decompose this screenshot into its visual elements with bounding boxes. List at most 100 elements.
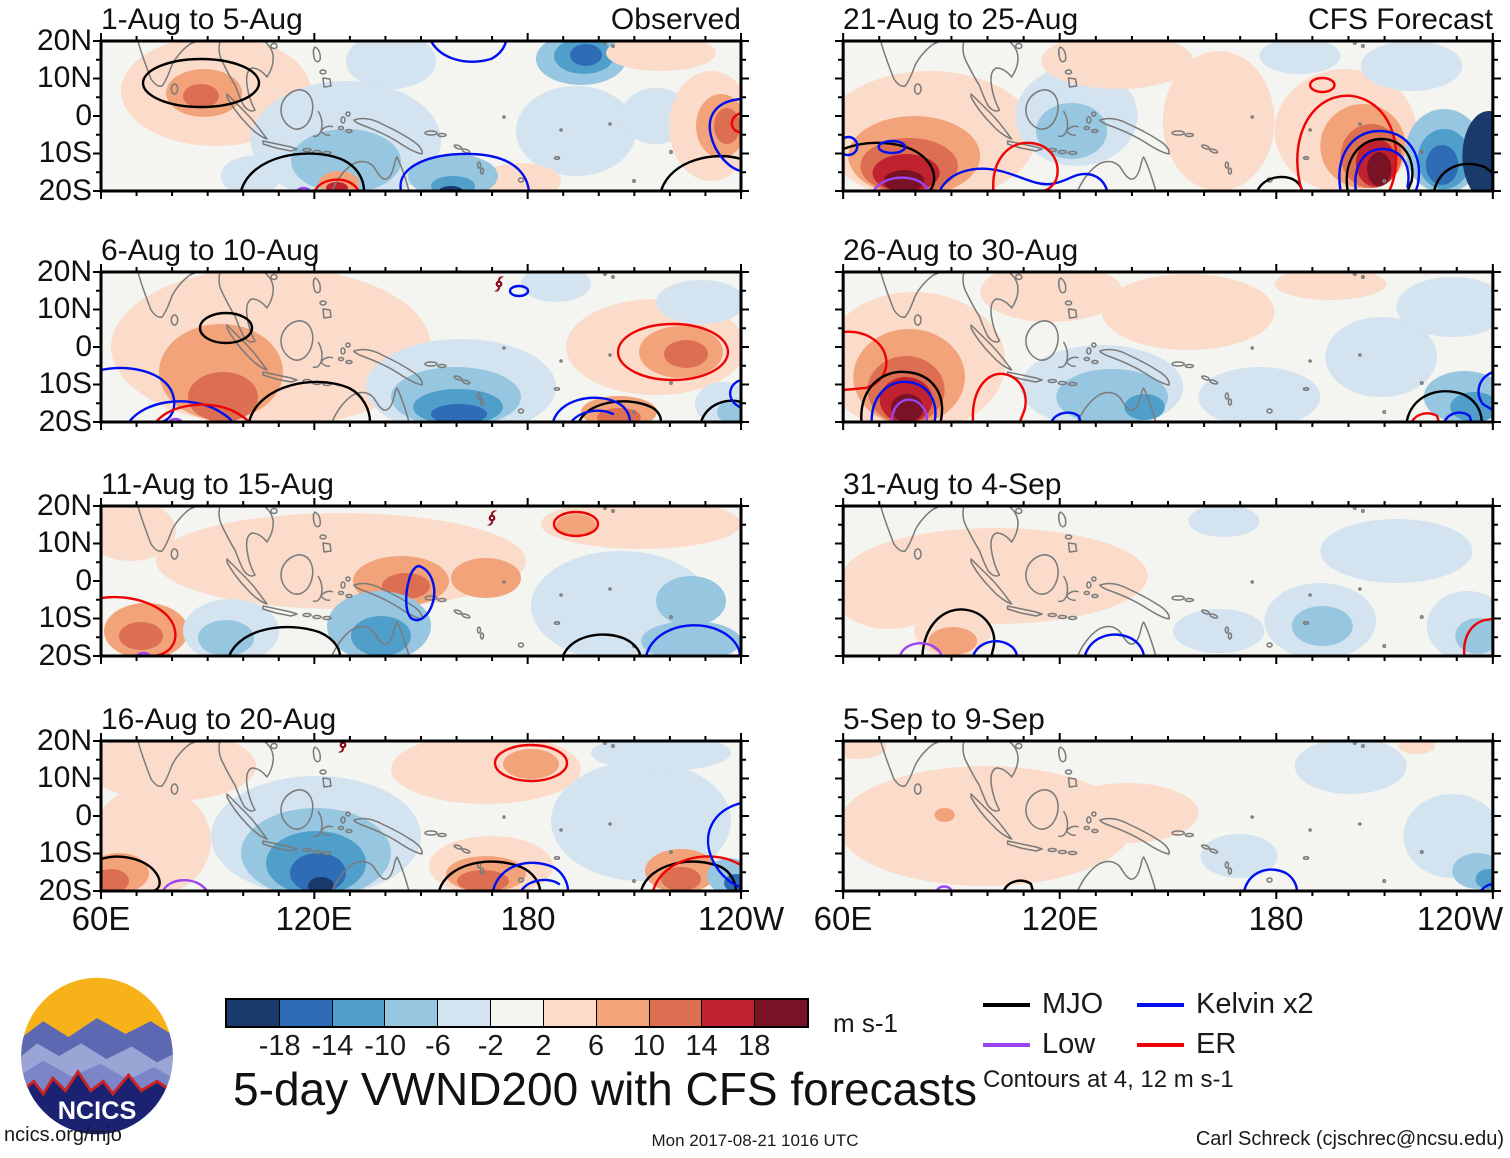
map-canvas [93,264,749,430]
x-tick-label: 60E [813,900,873,937]
y-tick-label: 20N [36,724,92,757]
panel-title: 6-Aug to 10-Aug [101,234,320,267]
map-canvas [835,733,1501,899]
colorbar-segment [437,1000,491,1026]
legend-item-er: ER [1137,1028,1236,1061]
y-tick-label: 10S [38,367,92,400]
author-credit: Carl Schreck (cjschrec@ncsu.edu) [1195,1128,1504,1150]
kelvin-line-swatch [1137,1002,1184,1007]
x-tick-label: 180 [500,900,556,937]
map-canvas [93,733,749,899]
map-panel-forecast-2 [833,262,1503,432]
y-tick-label: 10S [38,836,92,869]
y-tick-label: 20S [38,639,92,672]
map-canvas [835,33,1501,199]
colorbar-segment [595,1000,649,1026]
x-tick-label: 120E [1021,900,1099,937]
colorbar-segment [384,1000,438,1026]
legend-item-mjo: MJO [983,988,1103,1021]
low-line-swatch [983,1042,1030,1047]
colorbar-tick-label: 10 [632,1030,665,1062]
colorbar-segment [648,1000,702,1026]
y-tick-label: 10S [38,136,92,169]
forecast-label: CFS Forecast [1307,3,1493,36]
legend-label: MJO [1042,988,1104,1020]
x-tick-label: 60E [71,900,131,937]
map-canvas [835,264,1501,430]
colorbar-segment [542,1000,596,1026]
panel-title: 5-Sep to 9-Sep [843,703,1045,736]
legend-label: ER [1196,1028,1237,1060]
y-tick-label: 10N [36,61,92,94]
panel-title: 26-Aug to 30-Aug [843,234,1079,267]
colorbar-ticks: -18 -14 -10 -6 -2 2 6 10 14 18 [227,1030,807,1064]
y-tick-label: 20S [38,174,92,207]
colorbar-tick-label: -14 [311,1030,354,1062]
y-tick-label: 10N [36,292,92,325]
map-canvas [835,498,1501,664]
map-panel-observed-3 [91,496,751,666]
map-panel-forecast-4 [833,731,1503,901]
panel-header-6: 31-Aug to 4-Sep [843,468,1493,502]
colorbar-segment [754,1000,807,1026]
panel-header-3: 6-Aug to 10-Aug [101,234,741,268]
panel-header-5: 11-Aug to 15-Aug [101,468,741,502]
x-tick-label: 180 [1248,900,1304,937]
colorbar [225,998,809,1028]
panel-header-4: 26-Aug to 30-Aug [843,234,1493,268]
ncics-logo-graphic: NCICS [21,977,173,1135]
panel-header-7: 16-Aug to 20-Aug [101,703,741,737]
map-canvas [93,33,749,199]
er-line-swatch [1137,1042,1184,1047]
y-tick-label: 20N [36,24,92,57]
panel-title: 1-Aug to 5-Aug [101,3,303,36]
panel-title: 16-Aug to 20-Aug [101,703,337,736]
colorbar-tick-label: 14 [685,1030,718,1062]
mjo-line-swatch [983,1002,1030,1007]
colorbar-tick-label: -18 [258,1030,301,1062]
colorbar-segment [490,1000,543,1026]
x-tick-label: 120E [275,900,353,937]
colorbar-tick-label: 18 [738,1030,771,1062]
panel-title: 11-Aug to 15-Aug [101,468,334,501]
y-tick-label: 10S [38,601,92,634]
panel-title: 21-Aug to 25-Aug [843,3,1079,36]
figure-title: 5-day VWND200 with CFS forecasts [233,1063,977,1115]
colorbar-segment [331,1000,385,1026]
contour-levels-note: Contours at 4, 12 m s-1 [983,1066,1234,1093]
colorbar-tick-label: -6 [424,1030,451,1062]
logo-text: NCICS [58,1097,137,1125]
colorbar-segment [227,1000,279,1026]
colorbar-segment [278,1000,332,1026]
y-tick-label: 0 [75,564,92,597]
panel-header-8: 5-Sep to 9-Sep [843,703,1493,737]
map-panel-forecast-3 [833,496,1503,666]
map-panel-observed-4 [91,731,751,901]
x-tick-label: 120W [1416,900,1504,937]
y-tick-label: 10N [36,526,92,559]
legend-label: Kelvin x2 [1196,988,1314,1020]
y-tick-label: 20N [36,489,92,522]
panel-header-2: 21-Aug to 25-Aug CFS Forecast [843,3,1493,37]
observed-label: Observed [610,3,741,36]
y-tick-label: 0 [75,330,92,363]
y-tick-label: 20S [38,874,92,907]
panel-header-1: 1-Aug to 5-Aug Observed [101,3,741,37]
colorbar-tick-label: 2 [535,1030,552,1062]
map-panel-forecast-1 [833,31,1503,201]
x-tick-label: 120W [697,900,785,937]
y-tick-label: 0 [75,799,92,832]
colorbar-segment [701,1000,755,1026]
colorbar-tick-label: -2 [477,1030,504,1062]
legend-item-kelvin: Kelvin x2 [1137,988,1314,1021]
map-panel-observed-2 [91,262,751,432]
map-panel-observed-1 [91,31,751,201]
map-canvas [93,498,749,664]
y-tick-label: 20N [36,255,92,288]
legend-label: Low [1042,1028,1096,1060]
generation-timestamp: Mon 2017-08-21 1016 UTC [651,1131,859,1150]
colorbar-tick-label: 6 [588,1030,605,1062]
legend-item-low: Low [983,1028,1095,1061]
y-tick-label: 0 [75,99,92,132]
y-tick-label: 20S [38,405,92,438]
